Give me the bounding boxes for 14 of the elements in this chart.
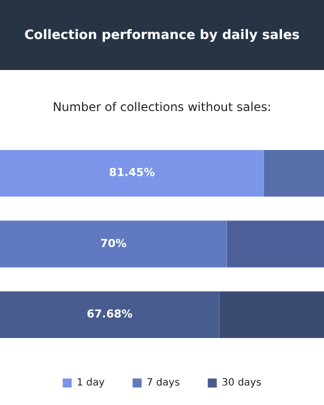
legend-label: 30 days (222, 378, 262, 389)
data-label: 70% (100, 236, 127, 250)
bar (226, 220, 324, 268)
bar (264, 150, 324, 197)
bar (0, 220, 227, 268)
bar (0, 150, 264, 197)
chart-subtitle: Number of collections without sales: (52, 100, 272, 116)
bar (0, 291, 220, 338)
legend-label: 7 days (146, 378, 180, 389)
data-label: 81.45% (109, 166, 155, 180)
data-label: 67.68% (86, 308, 133, 321)
bar (219, 291, 324, 338)
chart-title: Collection performance by daily sales (0, 0, 324, 70)
legend-label: 1 day (76, 378, 105, 389)
